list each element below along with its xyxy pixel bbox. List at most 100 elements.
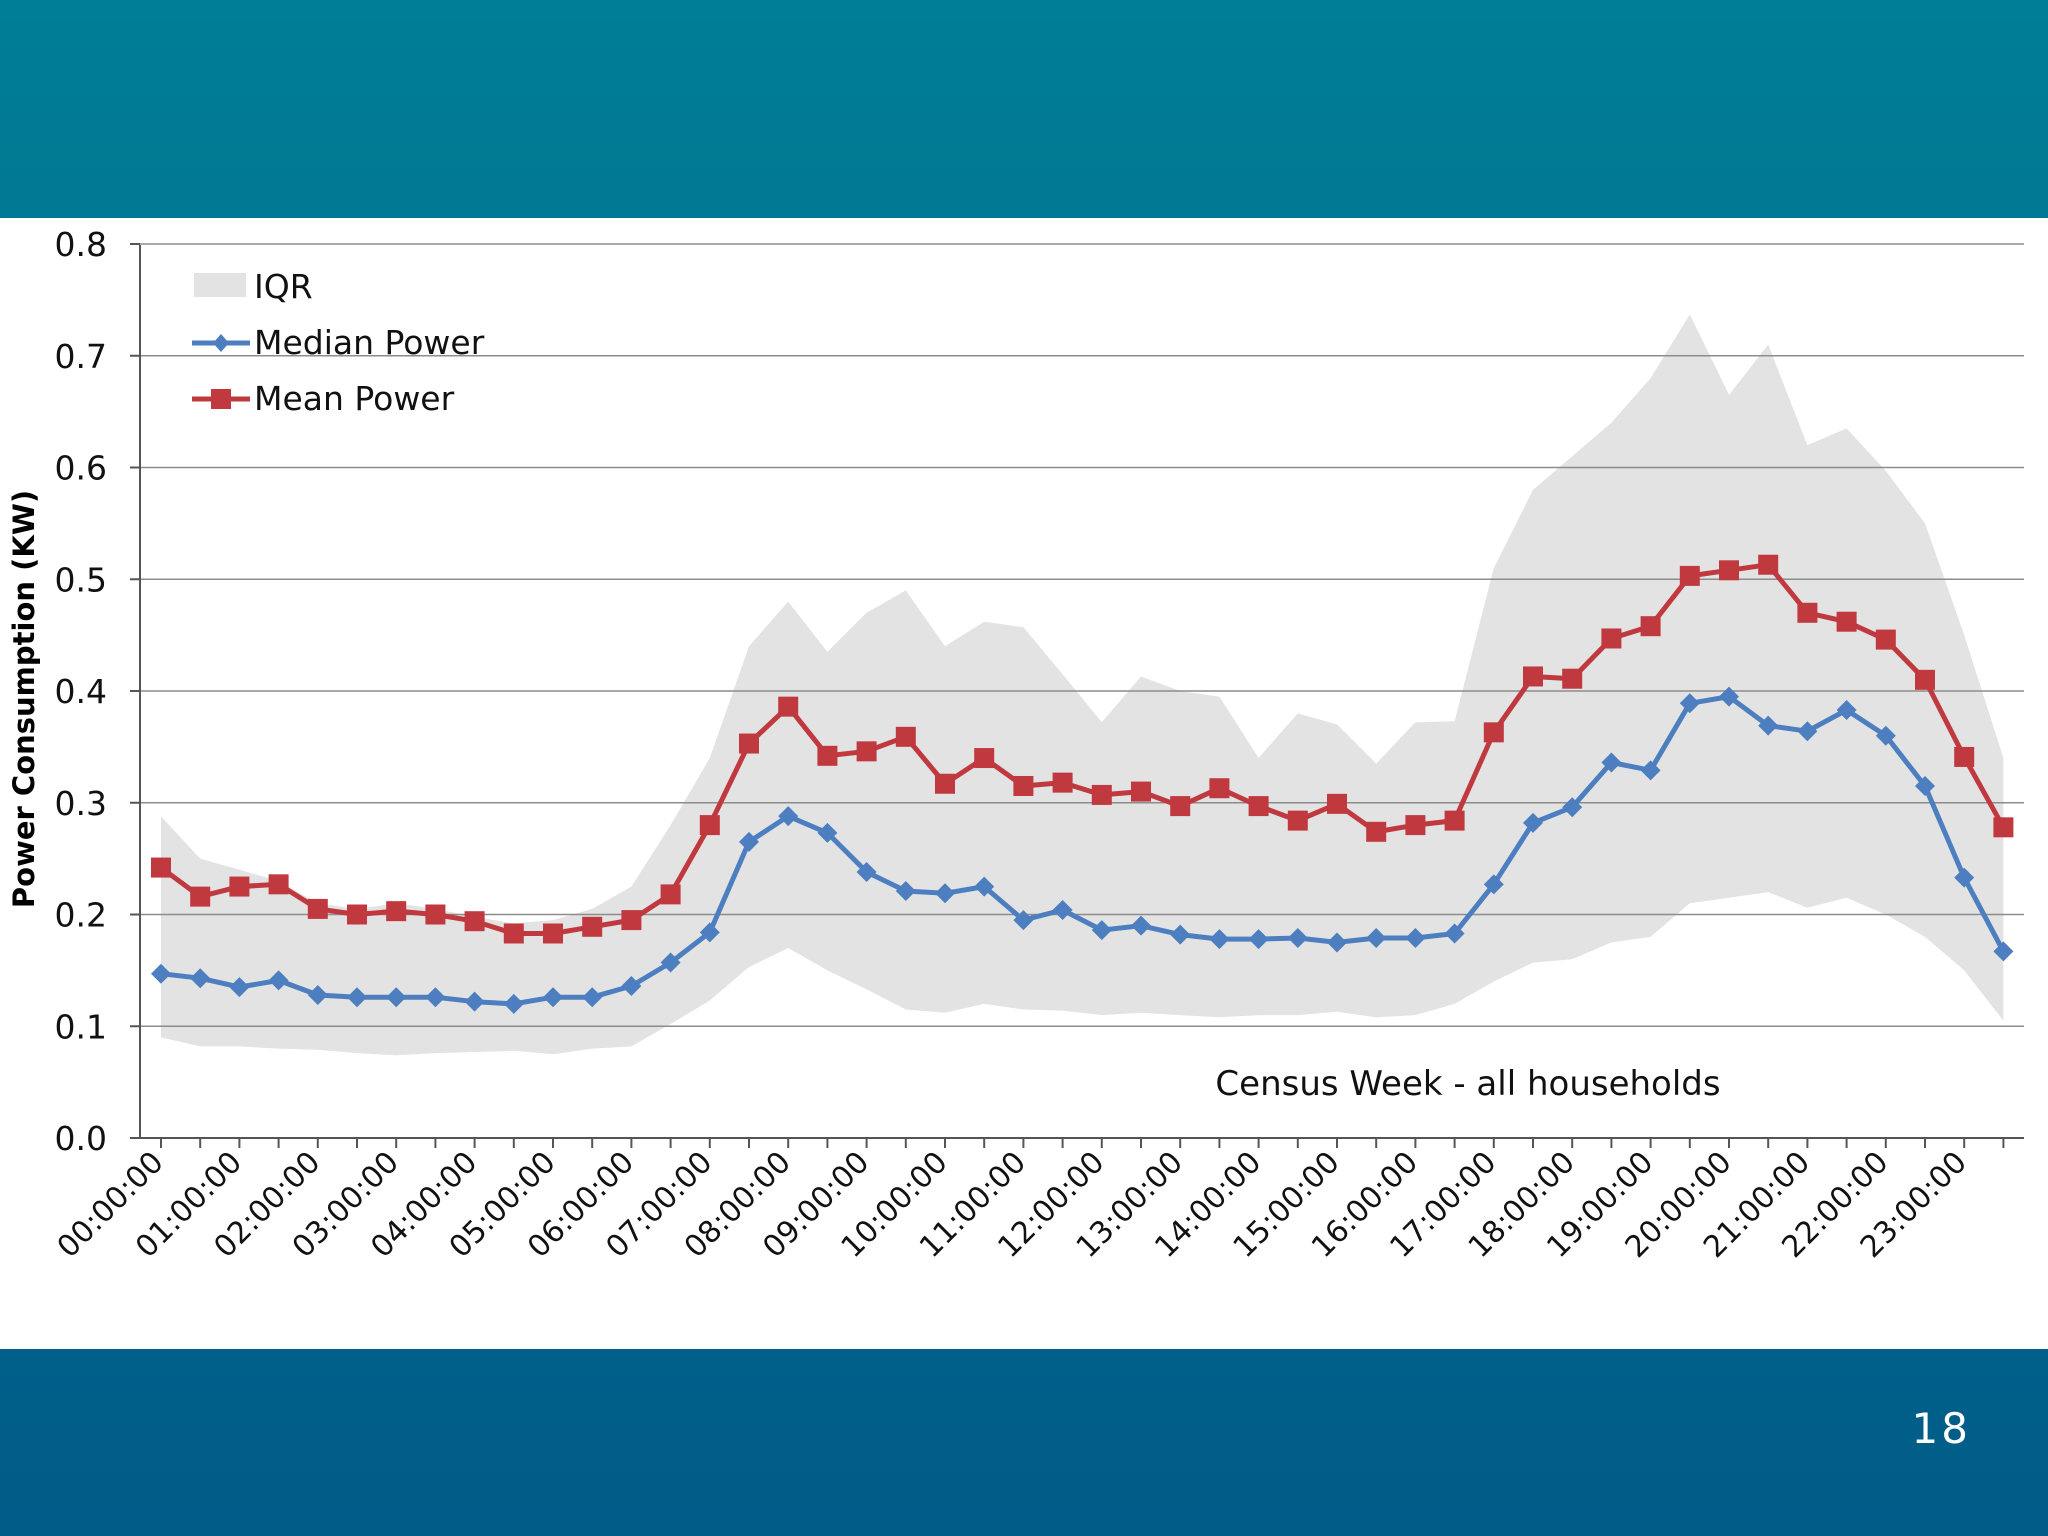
iqr-area-layer xyxy=(161,314,2004,1056)
median-point xyxy=(1483,874,1504,895)
median-point xyxy=(856,862,877,883)
mean-point xyxy=(1287,810,1308,831)
mean-point xyxy=(1562,668,1583,689)
median-point xyxy=(895,881,916,902)
mean-point xyxy=(347,904,367,925)
mean-point xyxy=(1405,815,1426,836)
median-point xyxy=(817,822,838,843)
y-tick-label: 0.4 xyxy=(55,672,107,711)
median-point xyxy=(778,806,799,827)
median-point xyxy=(1719,686,1739,707)
mean-point xyxy=(1758,554,1779,575)
mean-point xyxy=(1170,796,1191,817)
median-point xyxy=(190,968,211,989)
median-point xyxy=(1915,775,1935,796)
mean-point xyxy=(1875,629,1896,650)
mean-point xyxy=(190,886,211,907)
mean-point xyxy=(1797,602,1818,623)
median-point xyxy=(1562,797,1583,818)
median-point xyxy=(425,987,446,1008)
y-tick-label: 0.8 xyxy=(55,225,107,264)
mean-point xyxy=(151,857,171,878)
mean-point xyxy=(778,696,799,717)
median-point xyxy=(386,987,407,1008)
median-point xyxy=(935,883,955,904)
median-point xyxy=(1601,752,1622,773)
mean-point xyxy=(1993,817,2014,838)
slide-number: 18 xyxy=(1911,1404,1971,1453)
median-point xyxy=(1091,920,1112,941)
legend-median-marker xyxy=(213,334,229,352)
median-point xyxy=(1209,929,1230,950)
median-point xyxy=(1640,760,1661,781)
gridlines xyxy=(140,243,2024,1028)
median-point xyxy=(229,977,250,998)
y-axis-title: Power Consumption (KW) xyxy=(7,490,41,908)
median-point xyxy=(582,987,603,1008)
mean-point xyxy=(1836,611,1857,632)
median-point xyxy=(1170,924,1191,945)
y-tick-labels: 0.0 0.1 0.2 0.3 0.4 0.5 0.6 0.7 0.8 xyxy=(55,225,107,1158)
mean-point xyxy=(425,904,446,925)
y-tick-label: 0.0 xyxy=(55,1119,107,1158)
median-point xyxy=(464,991,485,1012)
mean-point xyxy=(974,748,995,769)
median-point xyxy=(268,970,289,991)
mean-point xyxy=(1719,560,1739,581)
legend: IQR Median Power Mean Power xyxy=(192,267,485,418)
median-point xyxy=(151,963,171,984)
mean-point xyxy=(229,876,250,897)
median-point xyxy=(660,952,681,973)
median-point xyxy=(1052,900,1073,921)
median-point xyxy=(347,987,367,1008)
mean-point xyxy=(1640,616,1661,637)
median-point xyxy=(1758,715,1779,736)
median-point xyxy=(1954,867,1975,888)
median-point xyxy=(621,976,642,997)
mean-point xyxy=(817,745,838,766)
mean-point xyxy=(1444,810,1465,831)
footer-band xyxy=(0,1349,2048,1536)
mean-point xyxy=(1248,796,1269,817)
median-point xyxy=(307,984,328,1005)
legend-median-label: Median Power xyxy=(254,323,485,362)
legend-iqr-swatch xyxy=(194,273,246,297)
mean-point xyxy=(1209,778,1230,799)
legend-iqr-label: IQR xyxy=(254,267,313,306)
legend-mean-label: Mean Power xyxy=(254,379,455,418)
title-band xyxy=(0,0,2048,218)
median-point xyxy=(1836,699,1857,720)
mean-point xyxy=(1679,565,1700,586)
mean-point xyxy=(935,773,955,794)
y-tick-label: 0.7 xyxy=(55,337,107,376)
median-point xyxy=(1405,927,1426,948)
mean-point xyxy=(660,884,681,905)
mean-point xyxy=(1091,784,1112,805)
mean-point xyxy=(1013,775,1034,796)
median-point xyxy=(974,876,995,897)
median-point xyxy=(1875,725,1896,746)
median-point xyxy=(1013,910,1034,931)
median-point xyxy=(543,987,563,1008)
y-tick-label: 0.6 xyxy=(55,449,107,488)
mean-point xyxy=(1523,666,1543,687)
median-point xyxy=(1287,927,1308,948)
mean-point xyxy=(856,741,877,762)
y-tick-label: 0.3 xyxy=(55,784,107,823)
median-point xyxy=(1993,941,2014,962)
mean-point xyxy=(307,898,328,919)
mean-point xyxy=(739,733,759,754)
mean-point xyxy=(386,901,407,922)
median-point xyxy=(1523,812,1543,833)
mean-point xyxy=(621,910,642,931)
median-point xyxy=(1797,721,1818,742)
mean-point xyxy=(503,923,524,944)
y-tick-label: 0.5 xyxy=(55,560,107,599)
median-point xyxy=(1679,693,1700,714)
power-consumption-chart: 0.00.10.20.30.40.50.60.70.8 00:00:0001:0… xyxy=(0,218,2048,1349)
median-point xyxy=(1248,929,1269,950)
mean-point xyxy=(543,923,563,944)
mean-point xyxy=(1915,669,1935,690)
y-tick-label: 0.1 xyxy=(55,1007,107,1046)
mean-point xyxy=(699,815,720,836)
